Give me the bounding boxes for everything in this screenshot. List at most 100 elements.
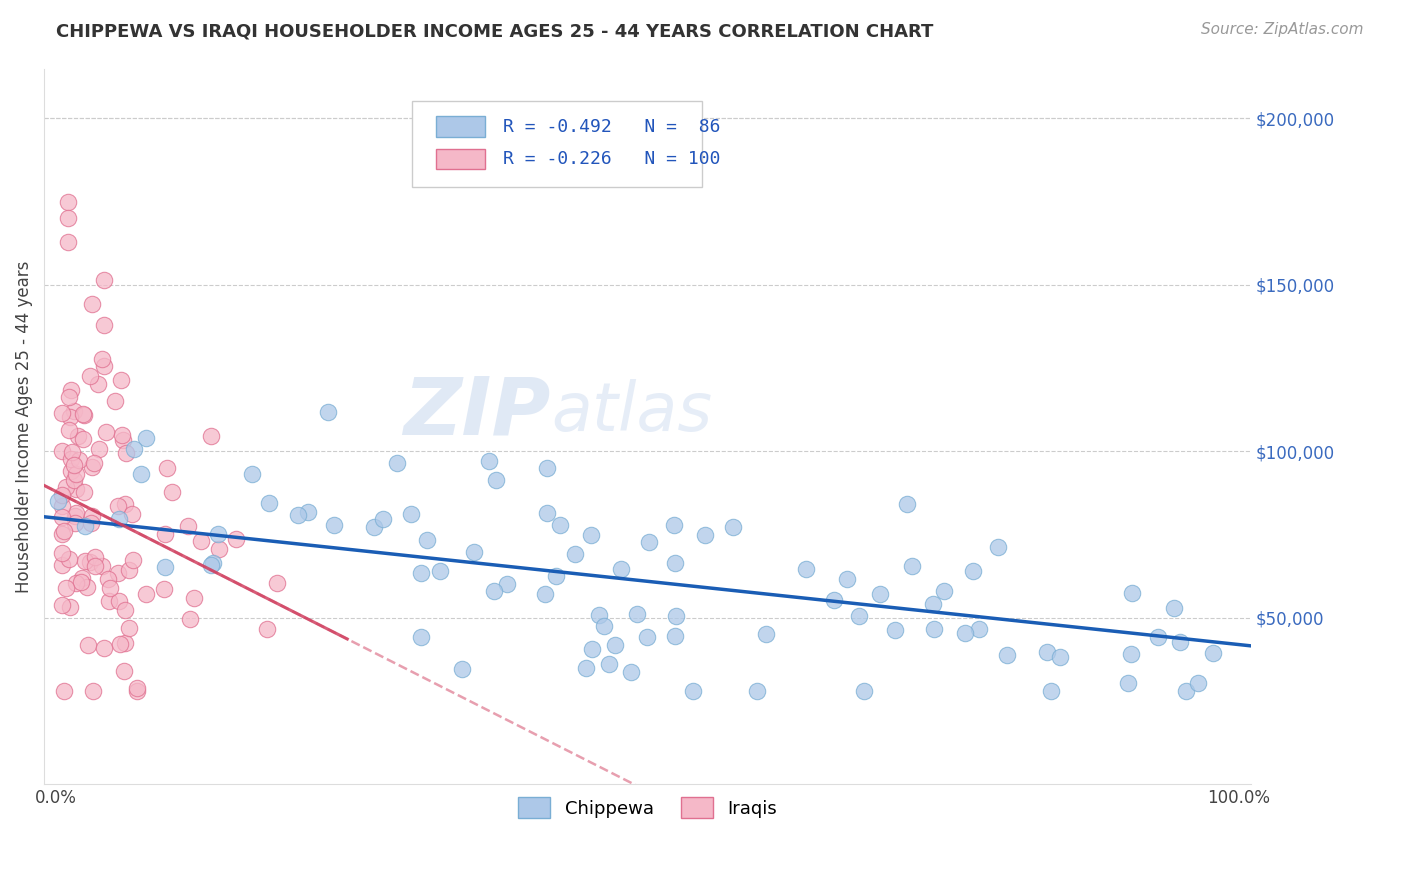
- Point: [58, 552, 80, 566]
- Point: [318, 405, 340, 419]
- Point: [62, 404, 84, 418]
- Point: [1121, 586, 1143, 600]
- Point: [544, 569, 567, 583]
- Point: [76, 580, 98, 594]
- Point: [51, 546, 73, 560]
- Point: [112, 665, 135, 679]
- Point: [371, 512, 394, 526]
- Point: [58, 211, 80, 226]
- Text: R = -0.226   N = 100: R = -0.226 N = 100: [502, 150, 720, 168]
- Point: [1049, 650, 1071, 665]
- Point: [60, 444, 83, 458]
- Point: [107, 499, 129, 513]
- Point: [1121, 647, 1143, 661]
- Point: [63, 458, 86, 472]
- Point: [121, 507, 143, 521]
- Point: [51, 558, 73, 573]
- Point: [72, 571, 94, 585]
- Point: [83, 456, 105, 470]
- Point: [107, 512, 129, 526]
- Point: [114, 446, 136, 460]
- Point: [575, 661, 598, 675]
- Point: [901, 558, 924, 573]
- Point: [96, 425, 118, 439]
- Point: [207, 527, 229, 541]
- Point: [259, 496, 281, 510]
- Point: [955, 625, 977, 640]
- Point: [416, 533, 439, 547]
- Point: [79, 555, 101, 569]
- Point: [65, 467, 87, 482]
- Point: [848, 608, 870, 623]
- Point: [79, 368, 101, 383]
- Point: [200, 558, 222, 573]
- Point: [63, 516, 86, 530]
- Point: [97, 594, 120, 608]
- Point: [76, 638, 98, 652]
- Point: [110, 373, 132, 387]
- FancyBboxPatch shape: [436, 117, 485, 136]
- Point: [59, 464, 82, 478]
- Point: [65, 483, 87, 497]
- Point: [202, 556, 225, 570]
- Point: [183, 591, 205, 606]
- Point: [155, 461, 177, 475]
- Point: [266, 576, 288, 591]
- Point: [117, 621, 139, 635]
- Point: [385, 456, 408, 470]
- Point: [153, 559, 176, 574]
- Point: [58, 390, 80, 404]
- Point: [107, 594, 129, 608]
- Point: [51, 598, 73, 612]
- Point: [114, 603, 136, 617]
- Point: [401, 508, 423, 522]
- Point: [581, 642, 603, 657]
- Text: ZIP: ZIP: [404, 373, 551, 451]
- Y-axis label: Householder Income Ages 25 - 44 years: Householder Income Ages 25 - 44 years: [15, 260, 32, 592]
- Point: [107, 566, 129, 580]
- Point: [51, 527, 73, 541]
- Point: [837, 572, 859, 586]
- Point: [536, 460, 558, 475]
- Point: [579, 527, 602, 541]
- Point: [179, 612, 201, 626]
- Point: [755, 627, 778, 641]
- Point: [429, 564, 451, 578]
- Point: [637, 535, 659, 549]
- Point: [98, 581, 121, 595]
- Point: [363, 520, 385, 534]
- Point: [287, 508, 309, 522]
- Point: [114, 497, 136, 511]
- Point: [65, 576, 87, 591]
- Point: [495, 577, 517, 591]
- Point: [56, 235, 79, 249]
- Point: [162, 484, 184, 499]
- Point: [80, 460, 103, 475]
- Point: [922, 622, 945, 636]
- Point: [66, 429, 89, 443]
- Point: [51, 443, 73, 458]
- Point: [87, 377, 110, 392]
- Point: [200, 428, 222, 442]
- Point: [1036, 644, 1059, 658]
- Point: [1040, 684, 1063, 698]
- Point: [58, 423, 80, 437]
- Point: [1175, 684, 1198, 698]
- Point: [411, 566, 433, 581]
- Point: [411, 630, 433, 644]
- Point: [1146, 630, 1168, 644]
- Point: [60, 383, 83, 397]
- Point: [588, 607, 610, 622]
- Point: [693, 528, 716, 542]
- Point: [72, 485, 94, 500]
- Point: [962, 564, 984, 578]
- Text: R = -0.492   N =  86: R = -0.492 N = 86: [502, 118, 720, 136]
- FancyBboxPatch shape: [436, 149, 485, 169]
- Point: [256, 622, 278, 636]
- Point: [478, 454, 501, 468]
- Point: [664, 556, 686, 570]
- Text: atlas: atlas: [551, 379, 711, 445]
- Point: [592, 619, 614, 633]
- Text: CHIPPEWA VS IRAQI HOUSEHOLDER INCOME AGES 25 - 44 YEARS CORRELATION CHART: CHIPPEWA VS IRAQI HOUSEHOLDER INCOME AGE…: [56, 22, 934, 40]
- Point: [620, 665, 643, 679]
